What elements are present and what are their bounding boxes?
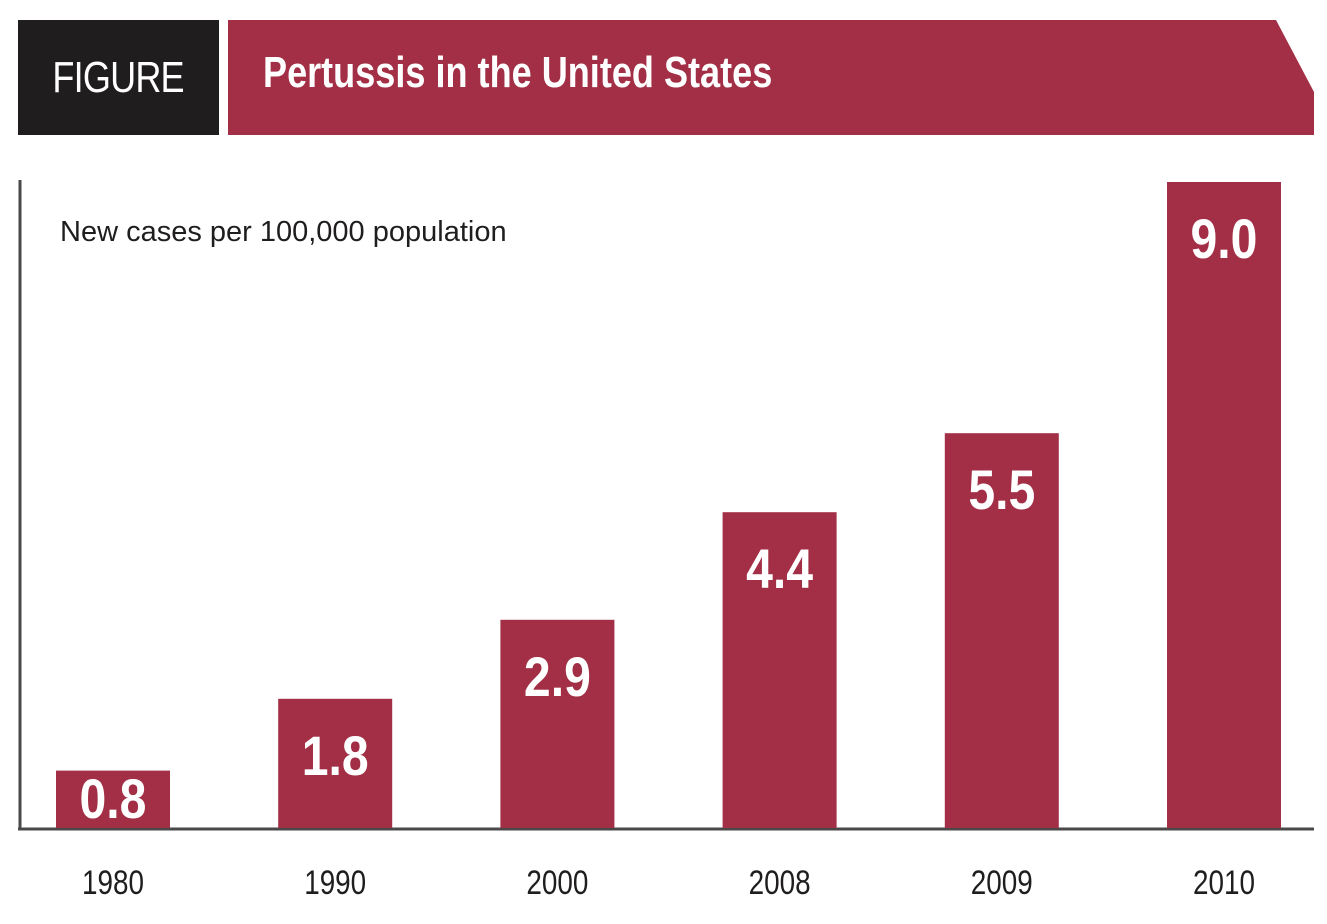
bar-value-label-2010: 9.0 <box>1191 209 1258 271</box>
x-tick-label-2010: 2010 <box>1193 863 1255 901</box>
bar-value-label-2009: 5.5 <box>968 460 1035 522</box>
chart-axes <box>18 180 1314 831</box>
bar-value-label-2008: 4.4 <box>746 539 813 601</box>
x-tick-label-1990: 1990 <box>304 863 366 901</box>
bar-2009 <box>944 433 1059 828</box>
bar-value-label-1980: 0.8 <box>80 769 147 831</box>
y-axis-label: New cases per 100,000 population <box>60 216 507 248</box>
bar-value-label-2000: 2.9 <box>524 646 591 708</box>
bars-group: 0.8 1980 1.8 1990 2.9 2000 4.4 2008 5.5 2009 9.0 20… <box>56 182 1281 902</box>
bar-value-label-1990: 1.8 <box>302 725 369 787</box>
x-tick-label-2008: 2008 <box>749 863 811 901</box>
bar-2010 <box>1167 182 1281 828</box>
x-tick-label-2000: 2000 <box>526 863 588 901</box>
chart-title: Pertussis in the United States <box>263 48 773 97</box>
bar-1990 <box>278 698 393 828</box>
title-banner <box>228 20 1314 135</box>
bar-2008 <box>722 512 837 828</box>
x-tick-label-2009: 2009 <box>971 863 1033 901</box>
bar-2000 <box>500 619 615 828</box>
x-tick-label-1980: 1980 <box>82 863 144 901</box>
figure-tag: FIGURE <box>18 20 219 135</box>
bar-1980 <box>56 770 170 828</box>
figure-tag-label: FIGURE <box>52 52 185 102</box>
